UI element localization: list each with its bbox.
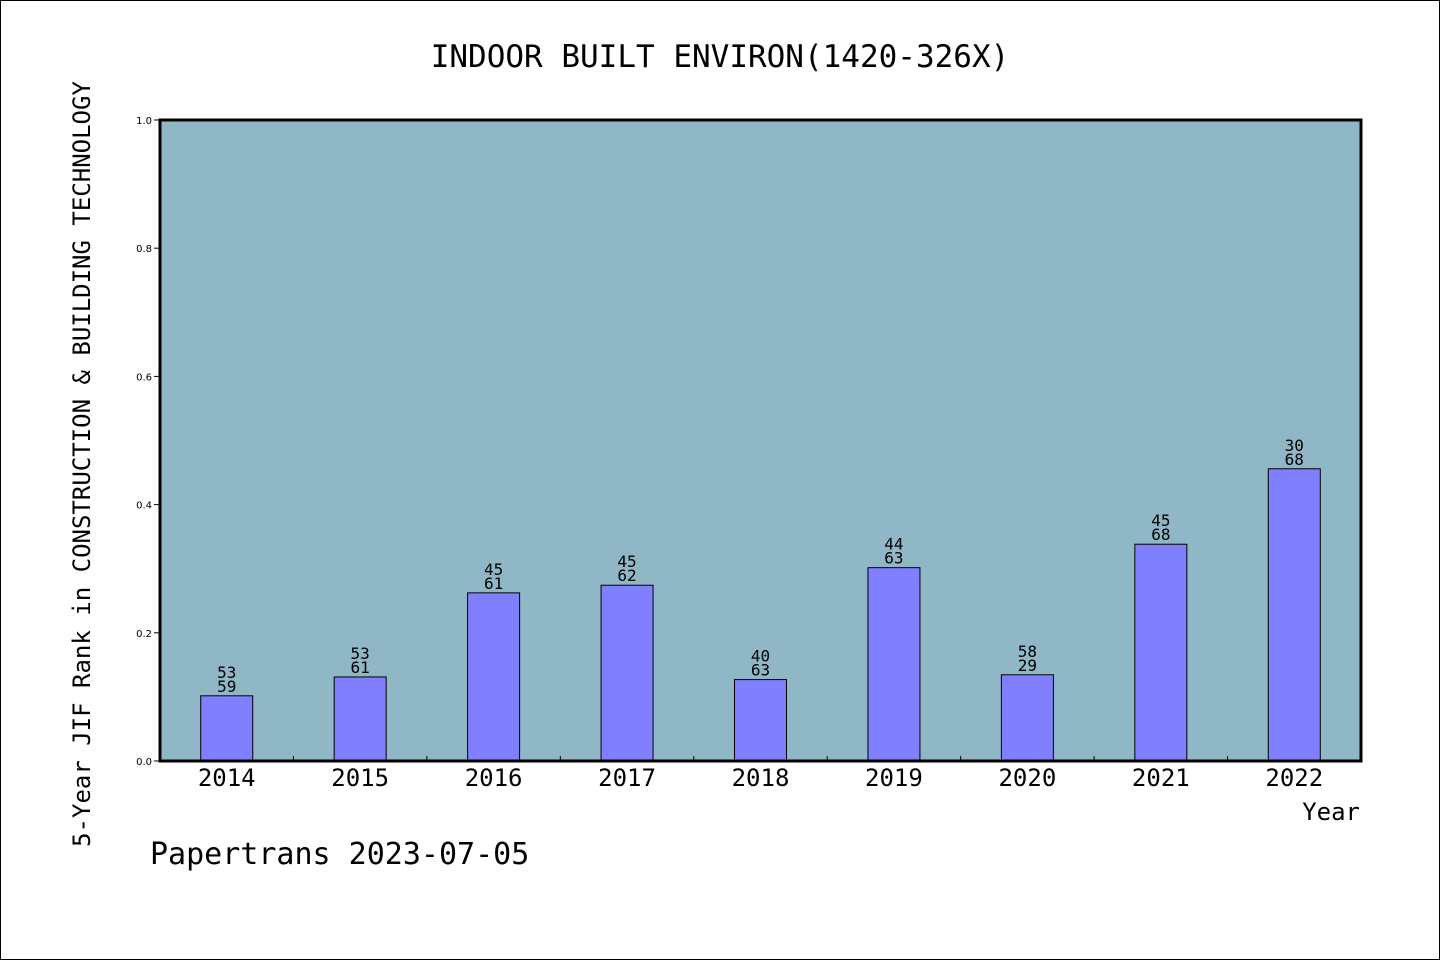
bars-group	[200, 468, 1321, 762]
x-axis-label: Year	[1302, 798, 1360, 826]
bar-2022	[1267, 468, 1321, 762]
x-tick-label: 2019	[865, 764, 923, 792]
y-tick-label: 0.0	[136, 757, 152, 768]
x-tick-label: 2016	[465, 764, 523, 792]
bar-2017	[600, 584, 654, 762]
bar-label-total: 68	[1285, 450, 1304, 469]
bar-label-rank: 30	[1285, 436, 1304, 455]
bar-label-total: 59	[217, 677, 236, 696]
y-tick-label: 1.0	[136, 116, 152, 127]
bar-label-rank: 53	[217, 663, 236, 682]
bar-2021	[1134, 543, 1188, 762]
footer-credit: Papertrans 2023-07-05	[150, 837, 529, 872]
bar-label-total: 61	[351, 658, 370, 677]
chart-title: INDOOR BUILT ENVIRON(1420-326X)	[431, 39, 1010, 75]
bar-label-total: 63	[751, 661, 770, 680]
x-tick-label: 2014	[198, 764, 256, 792]
x-tick-label: 2022	[1265, 764, 1323, 792]
bar-label-rank: 44	[884, 535, 903, 554]
bar-label-rank: 40	[751, 647, 770, 666]
bar-2016	[467, 592, 521, 762]
bar-label-rank: 53	[351, 644, 370, 663]
x-axis: 2014 2015 2016 2017 2018 2019 2020 2021 2022	[198, 756, 1323, 792]
bar-2019	[867, 567, 921, 762]
x-tick-label: 2017	[598, 764, 656, 792]
bar-2018	[734, 679, 787, 762]
bar-2014	[200, 695, 254, 762]
bar-label-rank: 45	[1151, 511, 1170, 530]
bar-2020	[1000, 674, 1054, 762]
y-tick-label: 0.2	[136, 629, 152, 640]
x-tick-label: 2021	[1132, 764, 1190, 792]
x-tick-label: 2015	[331, 764, 389, 792]
y-axis: 0.0 0.2 0.4 0.6 0.8 1.0	[136, 116, 160, 768]
bar-label-total: 68	[1151, 525, 1170, 544]
x-tick-label: 2018	[732, 764, 790, 792]
bar-label-total: 62	[617, 566, 636, 585]
bar-label-total: 61	[484, 574, 503, 593]
bar-label-total: 29	[1018, 656, 1037, 675]
bar-label-rank: 58	[1018, 642, 1037, 661]
bar-2015	[333, 676, 387, 762]
y-tick-label: 0.8	[136, 244, 152, 255]
bar-label-total: 63	[884, 549, 903, 568]
plot-border	[158, 118, 1363, 763]
x-tick-label: 2020	[998, 764, 1056, 792]
y-tick-label: 0.6	[136, 372, 152, 383]
bar-label-rank: 45	[484, 560, 503, 579]
bar-label-rank: 45	[617, 552, 636, 571]
y-tick-label: 0.4	[136, 501, 152, 512]
y-axis-label: 5-Year JIF Rank in CONSTRUCTION & BUILDI…	[68, 81, 96, 847]
